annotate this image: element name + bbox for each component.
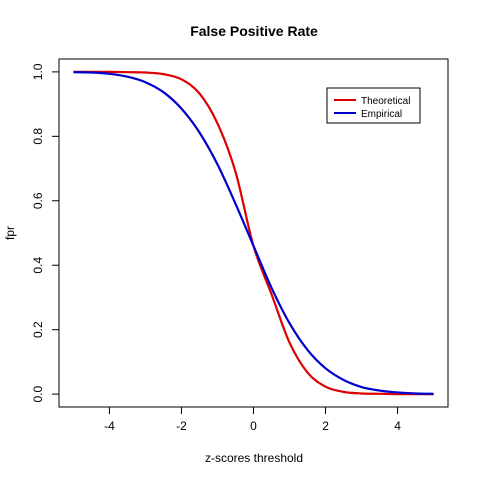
series-line-empirical xyxy=(73,71,434,395)
x-tick-label: 2 xyxy=(322,419,329,433)
y-tick-label: 1.0 xyxy=(31,63,45,80)
x-tick-label: 4 xyxy=(394,419,401,433)
x-tick-label: 0 xyxy=(250,419,257,433)
y-tick-label: 0.2 xyxy=(31,321,45,338)
legend-label-theoretical: Theoretical xyxy=(361,96,410,107)
x-axis-label: z-scores threshold xyxy=(205,451,303,465)
x-tick-label: -2 xyxy=(176,419,187,433)
legend-label-empirical: Empirical xyxy=(361,109,402,120)
y-tick-label: 0.4 xyxy=(31,257,45,274)
chart-title: False Positive Rate xyxy=(190,23,318,39)
series-lines xyxy=(73,70,434,396)
x-tick-label: -4 xyxy=(104,419,115,433)
y-tick-label: 0.8 xyxy=(31,128,45,145)
axes: -4 -2 0 2 4 0.0 0.2 0.4 0.6 0.8 1.0 xyxy=(31,63,401,433)
legend-box xyxy=(326,87,421,124)
y-tick-label: 0.6 xyxy=(31,192,45,209)
y-axis-label: fpr xyxy=(3,226,17,240)
legend: Theoretical Empirical xyxy=(326,87,421,124)
y-tick-label: 0.0 xyxy=(31,385,45,402)
